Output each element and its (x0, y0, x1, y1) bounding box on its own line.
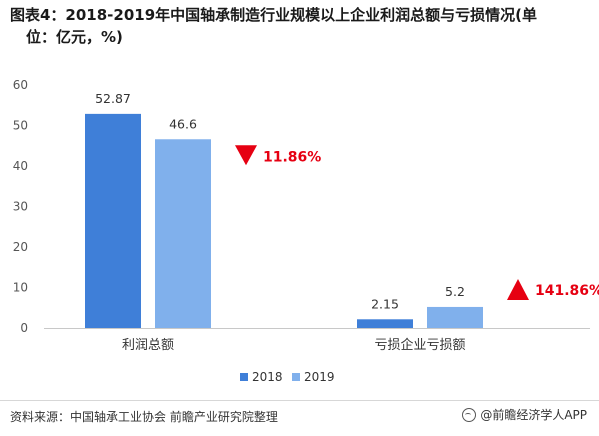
bar-value-label: 2.15 (371, 296, 399, 311)
legend-swatch-2019 (292, 373, 300, 381)
y-tick-label: 10 (13, 281, 28, 295)
bar-2018 (85, 113, 141, 329)
bar-value-label: 52.87 (95, 91, 131, 106)
x-category-label: 利润总额 (122, 338, 174, 353)
legend-label: 2018 (252, 370, 283, 384)
change-annotation: 141.86% (535, 283, 599, 299)
change-annotation: 11.86% (263, 149, 321, 165)
y-tick-label: 30 (13, 200, 28, 214)
y-tick-label: 0 (20, 321, 28, 335)
chart-title-line-1: 图表4：2018-2019年中国轴承制造行业规模以上企业利润总额与亏损情况(单 (10, 6, 538, 24)
chart-title: 图表4：2018-2019年中国轴承制造行业规模以上企业利润总额与亏损情况(单 … (10, 4, 585, 48)
y-tick-label: 20 (13, 240, 28, 254)
legend-swatch-2018 (240, 373, 248, 381)
y-tick-label: 60 (13, 78, 28, 92)
up-arrow-icon (507, 278, 529, 300)
source-note: 资料来源：中国轴承工业协会 前瞻产业研究院整理 (10, 410, 278, 424)
chart-title-line-2: 位：亿元，%) (26, 28, 123, 46)
footer-divider (0, 400, 599, 401)
down-arrow-icon (235, 145, 257, 166)
x-category-label: 亏损企业亏损额 (374, 337, 465, 353)
brand-label: @前瞻经济学人APP (480, 408, 587, 422)
bar-value-label: 5.2 (445, 284, 465, 299)
y-tick-label: 40 (13, 159, 28, 173)
brand-credit: @前瞻经济学人APP (462, 406, 587, 423)
bar-value-label: 46.6 (169, 116, 197, 131)
bar-2019 (427, 306, 483, 328)
qianzhan-logo-icon (462, 407, 477, 422)
bar-chart: 0 10 20 30 40 50 60 52.87 46.6 利润总额 2.15 5.2 亏损企业亏损额… (13, 78, 599, 384)
bar-2018 (357, 319, 413, 328)
bar-2019 (155, 139, 211, 328)
y-tick-label: 50 (13, 119, 28, 133)
legend-label: 2019 (304, 370, 335, 384)
